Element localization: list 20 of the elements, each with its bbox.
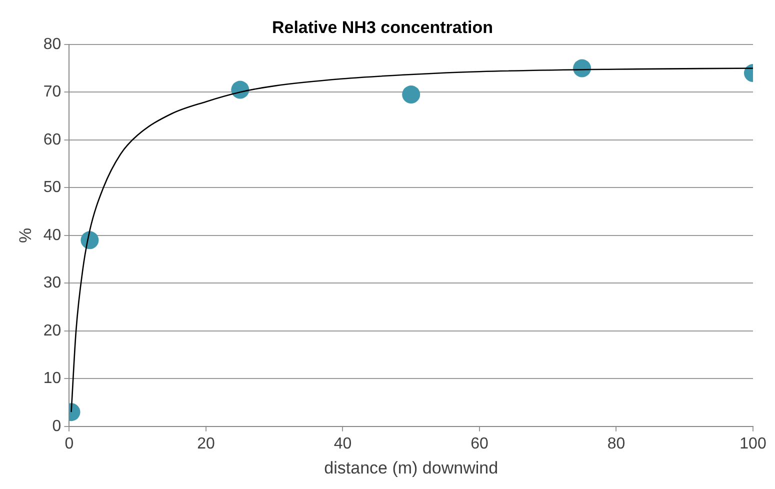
y-tick-label: 0 [52, 418, 62, 435]
y-tick-label: 50 [43, 179, 62, 196]
x-tick-label: 20 [197, 435, 215, 452]
point [231, 80, 250, 99]
x-tick-label: 0 [64, 435, 74, 452]
x-tick-label: 60 [470, 435, 488, 452]
x-tick-label: 100 [740, 435, 766, 452]
y-tick-label: 40 [43, 226, 62, 244]
x-axis-title: distance (m) downwind [324, 458, 498, 478]
point [402, 86, 420, 104]
y-axis-title: % [16, 228, 35, 243]
chart-title: Relative NH3 concentration [272, 18, 494, 37]
y-tick-label: 60 [43, 131, 62, 148]
x-tick-label: 40 [334, 435, 352, 452]
y-tick-label: 70 [43, 84, 62, 101]
y-tick-label: 30 [43, 274, 62, 292]
y-tick-label: 20 [43, 322, 62, 340]
x-tick-label: 80 [607, 435, 626, 452]
y-tick-label: 10 [43, 370, 62, 388]
y-tick-label: 80 [43, 36, 62, 53]
